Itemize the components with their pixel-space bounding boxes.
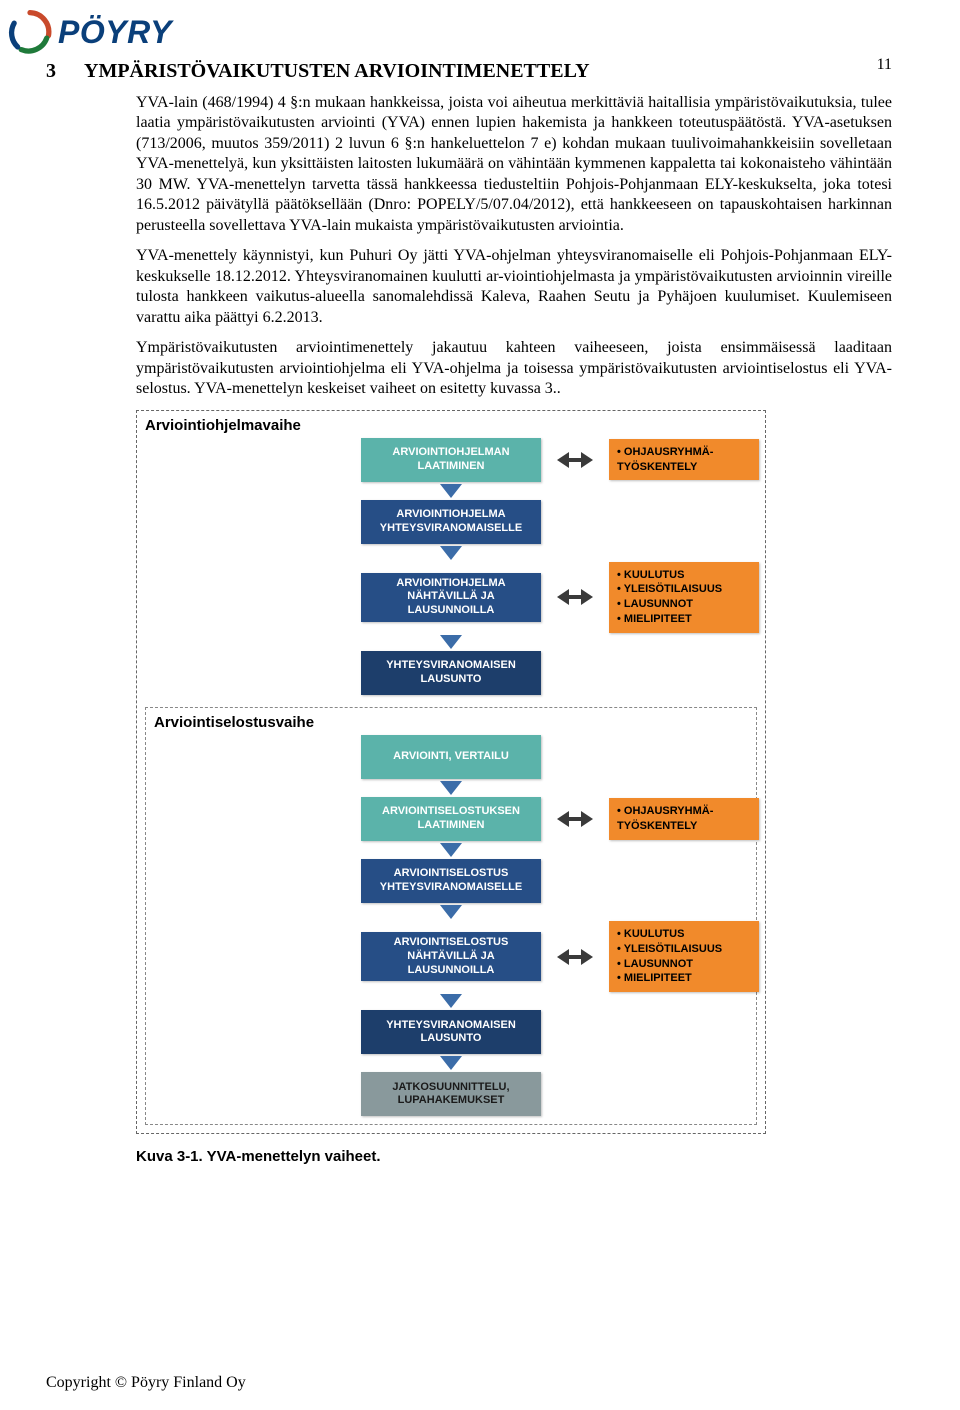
flow-box-4: YHTEYSVIRANOMAISEN LAUSUNTO <box>361 651 541 695</box>
phase2-label: Arviointiselostusvaihe <box>154 714 748 731</box>
side-box-3: OHJAUSRYHMÄ-TYÖSKENTELY <box>609 798 759 840</box>
flow-box-7: ARVIOINTISELOSTUS YHTEYSVIRANOMAISELLE <box>361 859 541 903</box>
side4-line4: MIELIPITEET <box>617 971 751 986</box>
body-column: YVA-lain (468/1994) 4 §:n mukaan hankkei… <box>136 93 892 400</box>
bidir-arrow-icon <box>557 811 593 827</box>
arrow-down-icon <box>440 781 462 795</box>
figure-caption: Kuva 3-1. YVA-menettelyn vaiheet. <box>136 1148 892 1165</box>
arrow-down-icon <box>440 905 462 919</box>
flow-box-8: ARVIOINTISELOSTUS NÄHTÄVILLÄ JA LAUSUNNO… <box>361 932 541 981</box>
flow-box-6: ARVIOINTISELOSTUKSEN LAATIMINEN <box>361 797 541 841</box>
flow-box-3: ARVIOINTIOHJELMA NÄHTÄVILLÄ JA LAUSUNNOI… <box>361 573 541 622</box>
bidir-arrow-icon <box>557 949 593 965</box>
paragraph-1: YVA-lain (468/1994) 4 §:n mukaan hankkei… <box>136 93 892 236</box>
side-box-2: KUULUTUS YLEISÖTILAISUUS LAUSUNNOT MIELI… <box>609 562 759 633</box>
bidir-arrow-icon <box>557 452 593 468</box>
side2-line4: MIELIPITEET <box>617 612 751 627</box>
arrow-down-icon <box>440 546 462 560</box>
side4-line3: LAUSUNNOT <box>617 957 751 972</box>
flow-box-9: YHTEYSVIRANOMAISEN LAUSUNTO <box>361 1010 541 1054</box>
side2-line3: LAUSUNNOT <box>617 597 751 612</box>
phase2-block: Arviointiselostusvaihe ARVIOINTI, VERTAI… <box>145 707 757 1125</box>
side3-line: OHJAUSRYHMÄ-TYÖSKENTELY <box>617 804 751 834</box>
phase1-label: Arviointiohjelmavaihe <box>145 417 757 434</box>
logo-swirl-icon <box>8 10 52 54</box>
side2-line2: YLEISÖTILAISUUS <box>617 582 751 597</box>
logo-text: PÖYRY <box>58 14 172 51</box>
arrow-down-icon <box>440 635 462 649</box>
arrow-down-icon <box>440 994 462 1008</box>
paragraph-2: YVA-menettely käynnistyi, kun Puhuri Oy … <box>136 246 892 328</box>
paragraph-3: Ympäristövaikutusten arviointimenettely … <box>136 338 892 399</box>
flow-box-1: ARVIOINTIOHJELMAN LAATIMINEN <box>361 438 541 482</box>
bidir-arrow-icon <box>557 589 593 605</box>
flow-box-2: ARVIOINTIOHJELMA YHTEYSVIRANOMAISELLE <box>361 500 541 544</box>
side-box-4: KUULUTUS YLEISÖTILAISUUS LAUSUNNOT MIELI… <box>609 921 759 992</box>
footer-copyright: Copyright © Pöyry Finland Oy <box>46 1374 246 1392</box>
side2-line1: KUULUTUS <box>617 568 751 583</box>
flow-box-5: ARVIOINTI, VERTAILU <box>361 735 541 779</box>
side-box-1: OHJAUSRYHMÄ-TYÖSKENTELY <box>609 439 759 481</box>
side4-line1: KUULUTUS <box>617 927 751 942</box>
brand-logo: PÖYRY <box>8 10 172 54</box>
heading-title: YMPÄRISTÖVAIKUTUSTEN ARVIOINTIMENETTELY <box>84 60 590 83</box>
flowchart: Arviointiohjelmavaihe ARVIOINTIOHJELMAN … <box>136 410 766 1135</box>
side1-line: OHJAUSRYHMÄ-TYÖSKENTELY <box>617 445 751 475</box>
side4-line2: YLEISÖTILAISUUS <box>617 942 751 957</box>
heading-number: 3 <box>46 60 56 83</box>
section-heading: 3 YMPÄRISTÖVAIKUTUSTEN ARVIOINTIMENETTEL… <box>46 60 892 83</box>
arrow-down-icon <box>440 484 462 498</box>
arrow-down-icon <box>440 1056 462 1070</box>
arrow-down-icon <box>440 843 462 857</box>
page-content: 3 YMPÄRISTÖVAIKUTUSTEN ARVIOINTIMENETTEL… <box>46 60 892 1165</box>
flow-box-10: JATKOSUUNNITTELU, LUPAHAKEMUKSET <box>361 1072 541 1116</box>
